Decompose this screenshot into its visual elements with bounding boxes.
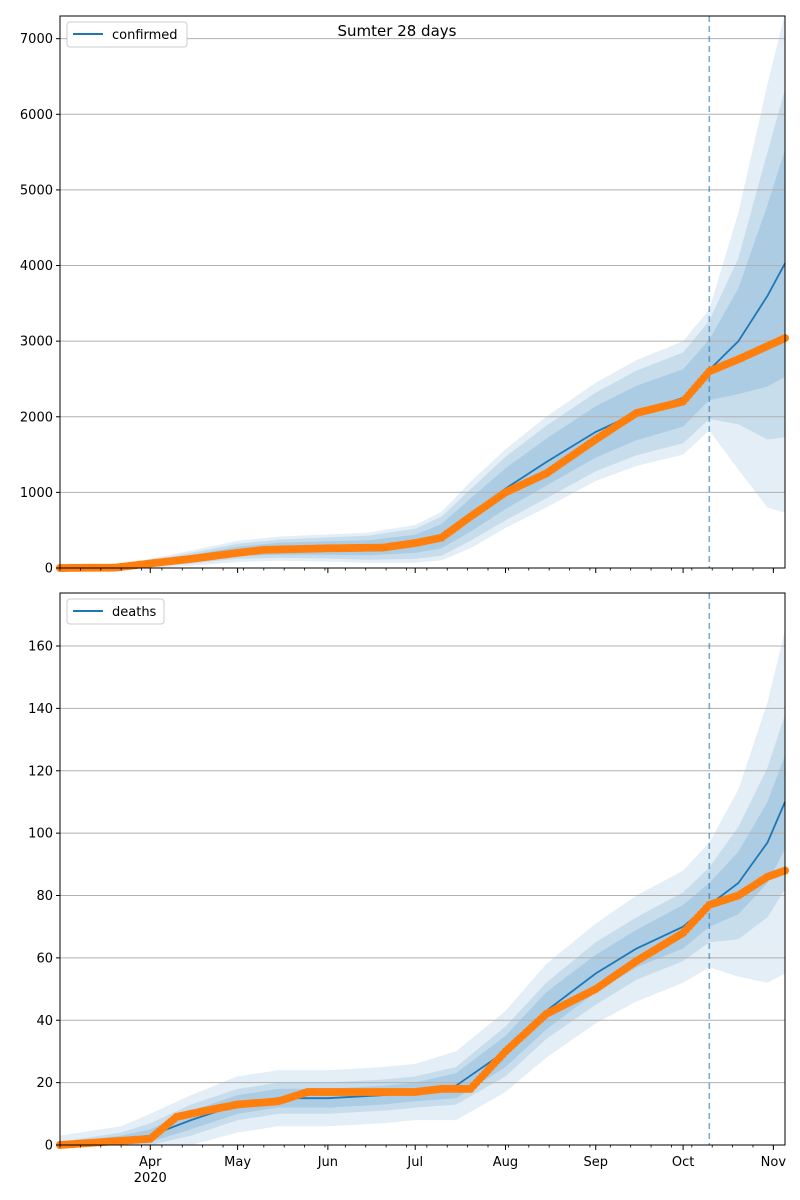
y-tick-label: 7000 bbox=[20, 32, 53, 47]
y-tick-label: 4000 bbox=[20, 259, 53, 274]
x-tick-label: Aug bbox=[493, 1155, 518, 1170]
uncertainty-band bbox=[60, 630, 785, 1145]
y-tick-label: 100 bbox=[28, 827, 53, 842]
y-tick-label: 120 bbox=[28, 764, 53, 779]
x-tick-label: May bbox=[224, 1155, 251, 1170]
x-tick-sublabel: 2020 bbox=[134, 1171, 167, 1186]
y-tick-label: 6000 bbox=[20, 108, 53, 123]
uncertainty-band bbox=[60, 89, 785, 569]
legend-box bbox=[66, 21, 188, 48]
y-tick-label: 20 bbox=[36, 1076, 53, 1091]
x-tick-label: Jun bbox=[317, 1155, 338, 1170]
y-tick-label: 5000 bbox=[20, 183, 53, 198]
chart-title: Sumter 28 days bbox=[338, 22, 457, 40]
uncertainty-band bbox=[60, 755, 785, 1145]
uncertainty-band bbox=[60, 714, 785, 1145]
legend: confirmed bbox=[66, 21, 188, 48]
axes-frame bbox=[59, 15, 786, 569]
y-tick-label: 0 bbox=[45, 562, 53, 577]
y-tick-label: 0 bbox=[45, 1139, 53, 1154]
y-tick-label: 140 bbox=[28, 702, 53, 717]
legend-box bbox=[66, 598, 165, 625]
x-tick-label: Nov bbox=[761, 1155, 787, 1170]
y-tick-label: 1000 bbox=[20, 486, 53, 501]
x-tick-label: Sep bbox=[583, 1155, 608, 1170]
x-tick-label: Apr bbox=[139, 1155, 162, 1170]
y-tick-label: 60 bbox=[36, 951, 53, 966]
x-tick-label: Jul bbox=[406, 1155, 423, 1170]
x-tick-label: Oct bbox=[672, 1155, 694, 1170]
legend-label: confirmed bbox=[112, 28, 178, 43]
y-tick-label: 160 bbox=[28, 640, 53, 655]
y-tick-label: 40 bbox=[36, 1014, 53, 1029]
axes-frame bbox=[59, 592, 786, 1146]
y-tick-label: 2000 bbox=[20, 410, 53, 425]
uncertainty-band bbox=[60, 13, 785, 568]
y-tick-label: 3000 bbox=[20, 335, 53, 350]
legend-label: deaths bbox=[112, 605, 157, 620]
legend: deaths bbox=[66, 598, 165, 625]
y-tick-label: 80 bbox=[36, 889, 53, 904]
